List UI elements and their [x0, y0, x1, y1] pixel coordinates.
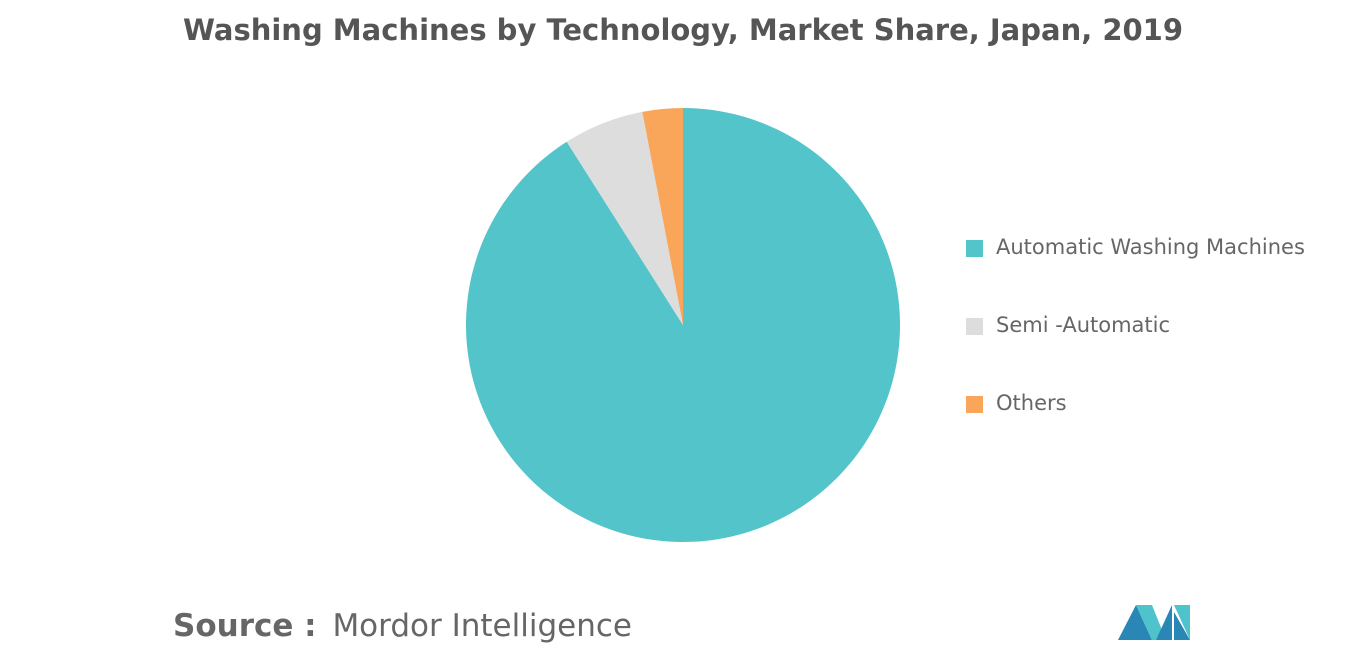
- pie-slice: [566, 111, 683, 326]
- source-text: Mordor Intelligence: [332, 608, 632, 644]
- legend-swatch: [966, 396, 983, 413]
- source: Source : Mordor Intelligence: [173, 608, 632, 644]
- logo: [1118, 605, 1190, 640]
- pie-slice: [642, 108, 683, 325]
- chart-title: Washing Machines by Technology, Market S…: [183, 13, 1183, 47]
- legend-swatch: [966, 240, 983, 257]
- legend-label: Automatic Washing Machines: [996, 235, 1305, 259]
- pie: [465, 108, 900, 542]
- legend-swatch: [966, 318, 983, 335]
- source-label: Source :: [173, 608, 317, 644]
- legend: Automatic Washing Machines Semi -Automati…: [966, 235, 1305, 415]
- legend-label: Others: [996, 391, 1067, 415]
- legend-label: Semi -Automatic: [996, 313, 1170, 337]
